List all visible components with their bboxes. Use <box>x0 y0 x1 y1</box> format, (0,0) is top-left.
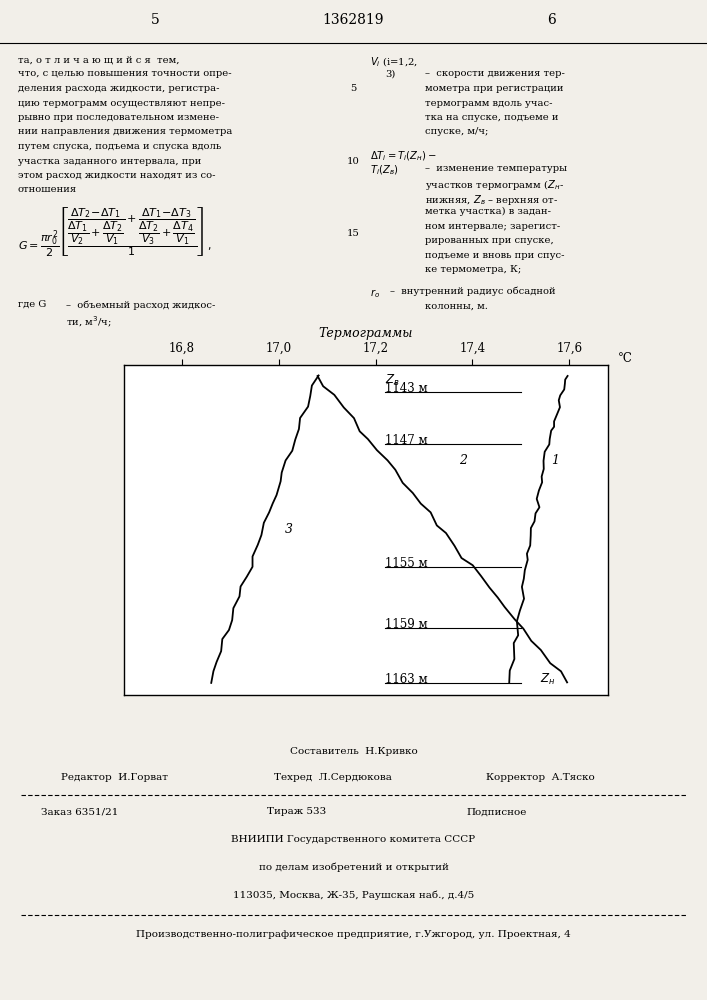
Text: ке термометра, К;: ке термометра, К; <box>425 265 521 274</box>
Text: термограмм вдоль учас-: термограмм вдоль учас- <box>425 99 552 107</box>
Text: цию термограмм осуществляют непре-: цию термограмм осуществляют непре- <box>18 99 225 107</box>
Text: 113035, Москва, Ж-35, Раушская наб., д.4/5: 113035, Москва, Ж-35, Раушская наб., д.4… <box>233 890 474 900</box>
Text: $T_i(Z_в)$: $T_i(Z_в)$ <box>370 164 399 177</box>
Text: °C: °C <box>618 352 633 365</box>
Text: колонны, м.: колонны, м. <box>425 302 488 310</box>
Text: Заказ 6351/21: Заказ 6351/21 <box>41 808 119 816</box>
Text: 1159 м: 1159 м <box>385 618 428 631</box>
Text: $V_i$ (i=1,2,: $V_i$ (i=1,2, <box>370 55 418 69</box>
Text: 3: 3 <box>284 523 293 536</box>
Text: 3): 3) <box>385 70 395 79</box>
Text: 1362819: 1362819 <box>323 13 384 27</box>
Text: тка на спуске, подъеме и: тка на спуске, подъеме и <box>425 113 559 122</box>
Text: 1: 1 <box>551 454 559 467</box>
Text: мометра при регистрации: мометра при регистрации <box>425 84 563 93</box>
Title: Термограммы: Термограммы <box>319 327 413 340</box>
Text: отношения: отношения <box>18 186 77 194</box>
Text: по делам изобретений и открытий: по делам изобретений и открытий <box>259 862 448 872</box>
Text: Тираж 533: Тираж 533 <box>267 808 327 816</box>
Text: нижняя, $Z_в$ – верхняя от-: нижняя, $Z_в$ – верхняя от- <box>425 193 559 207</box>
Text: 5: 5 <box>151 13 160 27</box>
Text: та, о т л и ч а ю щ и й с я  тем,: та, о т л и ч а ю щ и й с я тем, <box>18 55 180 64</box>
Text: 1147 м: 1147 м <box>385 434 428 447</box>
Text: 1163 м: 1163 м <box>385 673 428 686</box>
Text: рывно при последовательном изменe-: рывно при последовательном изменe- <box>18 113 219 122</box>
Text: путем спуска, подъема и спуска вдоль: путем спуска, подъема и спуска вдоль <box>18 142 221 151</box>
Text: Корректор  А.Тяско: Корректор А.Тяско <box>486 772 595 782</box>
Text: $Z_н$: $Z_н$ <box>540 672 556 687</box>
Text: нии направления движения термометра: нии направления движения термометра <box>18 127 233 136</box>
Text: $G = \dfrac{\pi r_0^2}{2}\!\left[\dfrac{\dfrac{\Delta T_2\!-\!\Delta T_1}{\dfrac: $G = \dfrac{\pi r_0^2}{2}\!\left[\dfrac{… <box>18 205 211 258</box>
Text: $\Delta T_i = T_i(Z_н)-$: $\Delta T_i = T_i(Z_н)-$ <box>370 149 437 163</box>
Text: Подписное: Подписное <box>467 808 527 816</box>
Text: участка заданного интервала, при: участка заданного интервала, при <box>18 156 201 165</box>
Text: Составитель  Н.Кривко: Составитель Н.Кривко <box>290 748 417 756</box>
Text: Техред  Л.Сердюкова: Техред Л.Сердюкова <box>274 772 392 782</box>
Text: ВНИИПИ Государственного комитета СССР: ВНИИПИ Государственного комитета СССР <box>231 835 476 844</box>
Text: 15: 15 <box>346 229 359 238</box>
Text: Редактор  И.Горват: Редактор И.Горват <box>61 772 168 782</box>
Text: $r_о$: $r_о$ <box>370 287 380 300</box>
Text: –  объемный расход жидкос-: – объемный расход жидкос- <box>66 300 216 310</box>
Text: Производственно-полиграфическое предприятие, г.Ужгород, ул. Проектная, 4: Производственно-полиграфическое предприя… <box>136 930 571 939</box>
Text: ном интервале; зарегист-: ном интервале; зарегист- <box>425 222 560 231</box>
Text: ти, м$^3$/ч;: ти, м$^3$/ч; <box>66 314 112 329</box>
Text: рированных при спуске,: рированных при спуске, <box>425 236 554 245</box>
Text: 5: 5 <box>350 84 356 93</box>
Text: участков термограмм ($Z_н$-: участков термограмм ($Z_н$- <box>425 178 564 192</box>
Text: спуске, м/ч;: спуске, м/ч; <box>425 127 489 136</box>
Text: 10: 10 <box>346 156 359 165</box>
Text: –  внутренний радиус обсадной: – внутренний радиус обсадной <box>390 287 556 296</box>
Text: 1155 м: 1155 м <box>385 557 428 570</box>
Text: подъеме и вновь при спус-: подъеме и вновь при спус- <box>425 251 564 260</box>
Text: 1143 м: 1143 м <box>385 382 428 395</box>
Text: что, с целью повышения точности опре-: что, с целью повышения точности опре- <box>18 70 232 79</box>
Text: –  изменение температуры: – изменение температуры <box>425 164 567 173</box>
Text: этом расход жидкости находят из со-: этом расход жидкости находят из со- <box>18 171 216 180</box>
Text: –  скорости движения тер-: – скорости движения тер- <box>425 70 565 79</box>
Text: где G: где G <box>18 300 47 309</box>
Text: 6: 6 <box>547 13 556 27</box>
Text: метка участка) в задан-: метка участка) в задан- <box>425 207 551 216</box>
Text: деления расхода жидкости, регистра-: деления расхода жидкости, регистра- <box>18 84 219 93</box>
Text: $Z_в$: $Z_в$ <box>385 373 400 388</box>
Text: 2: 2 <box>459 454 467 467</box>
